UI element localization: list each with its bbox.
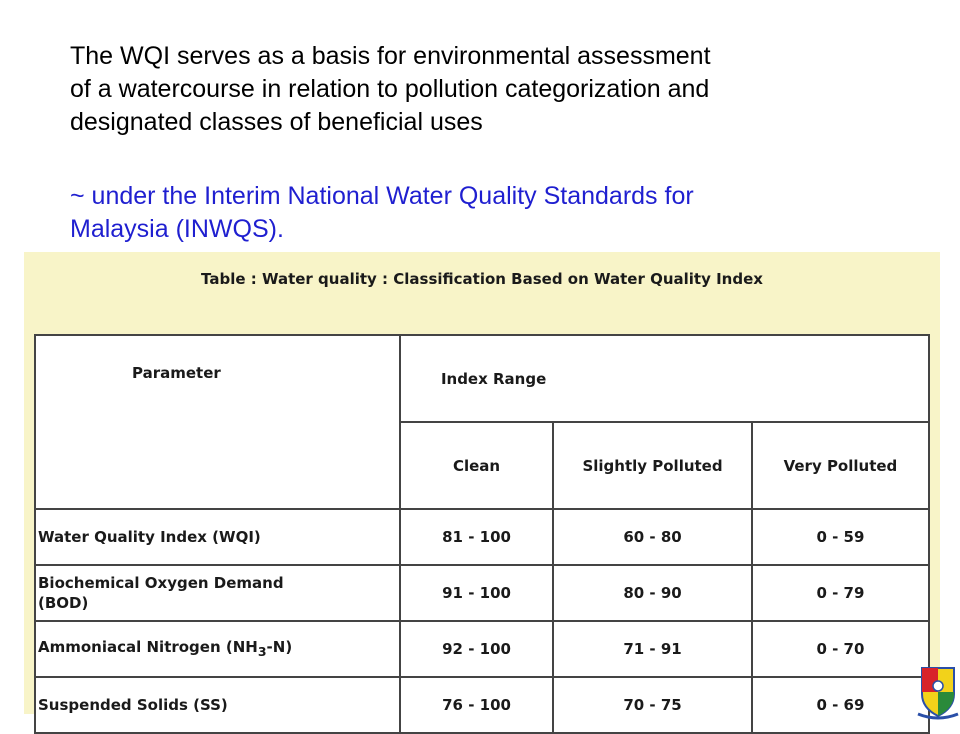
header-parameter: Parameter xyxy=(34,334,401,510)
intro-paragraph: The WQI serves as a basis for environmen… xyxy=(70,40,890,139)
intro-line-2: of a watercourse in relation to pollutio… xyxy=(70,75,710,103)
row-very-polluted-value: 0 - 59 xyxy=(750,508,931,566)
table-row: Suspended Solids (SS) 76 - 100 70 - 75 0… xyxy=(34,676,931,734)
table-panel: Table : Water quality : Classification B… xyxy=(24,252,940,734)
row-parameter: Water Quality Index (WQI) xyxy=(34,508,401,566)
row-parameter-suffix: -N) xyxy=(266,637,293,656)
intro-line-3: designated classes of beneficial uses xyxy=(70,108,483,136)
wqi-classification-table: Parameter Index Range Clean Slightly Pol… xyxy=(34,334,931,734)
reference-line-2: Malaysia (INWQS). xyxy=(70,215,284,243)
row-slightly-polluted-value: 80 - 90 xyxy=(552,564,753,622)
table-subheader-row: Clean Slightly Polluted Very Polluted xyxy=(35,421,931,510)
row-parameter-prefix: Ammoniacal Nitrogen (NH xyxy=(38,637,258,656)
reference-paragraph: ~ under the Interim National Water Quali… xyxy=(70,180,890,246)
row-clean-value: 91 - 100 xyxy=(398,564,555,622)
row-very-polluted-value: 0 - 79 xyxy=(750,564,931,622)
row-clean-value: 76 - 100 xyxy=(398,676,555,734)
row-slightly-polluted-value: 60 - 80 xyxy=(552,508,753,566)
header-slightly-polluted: Slightly Polluted xyxy=(552,421,753,510)
table-caption: Table : Water quality : Classification B… xyxy=(201,270,763,288)
row-slightly-polluted-value: 71 - 91 xyxy=(552,620,753,678)
table-header-row: Parameter Index Range xyxy=(34,334,931,510)
header-clean: Clean xyxy=(398,421,555,510)
row-parameter: Suspended Solids (SS) xyxy=(34,676,401,734)
row-parameter-line-2: (BOD) xyxy=(38,594,89,612)
university-crest-icon xyxy=(917,667,959,720)
row-very-polluted-value: 0 - 70 xyxy=(750,620,931,678)
header-index-range: Index Range xyxy=(398,334,931,423)
row-clean-value: 81 - 100 xyxy=(398,508,555,566)
row-parameter-line-1: Biochemical Oxygen Demand xyxy=(38,574,284,592)
table-row: Water Quality Index (WQI) 81 - 100 60 - … xyxy=(34,508,931,566)
row-parameter: Biochemical Oxygen Demand (BOD) xyxy=(34,564,401,622)
table-row: Ammoniacal Nitrogen (NH3-N) 92 - 100 71 … xyxy=(34,620,931,678)
row-clean-value: 92 - 100 xyxy=(398,620,555,678)
table-row: Biochemical Oxygen Demand (BOD) 91 - 100… xyxy=(34,564,931,622)
header-very-polluted: Very Polluted xyxy=(750,421,931,510)
row-parameter-subscript: 3 xyxy=(257,643,267,659)
intro-line-1: The WQI serves as a basis for environmen… xyxy=(70,42,711,70)
row-slightly-polluted-value: 70 - 75 xyxy=(552,676,753,734)
row-very-polluted-value: 0 - 69 xyxy=(750,676,931,734)
row-parameter: Ammoniacal Nitrogen (NH3-N) xyxy=(34,620,401,678)
reference-line-1: ~ under the Interim National Water Quali… xyxy=(70,182,694,210)
